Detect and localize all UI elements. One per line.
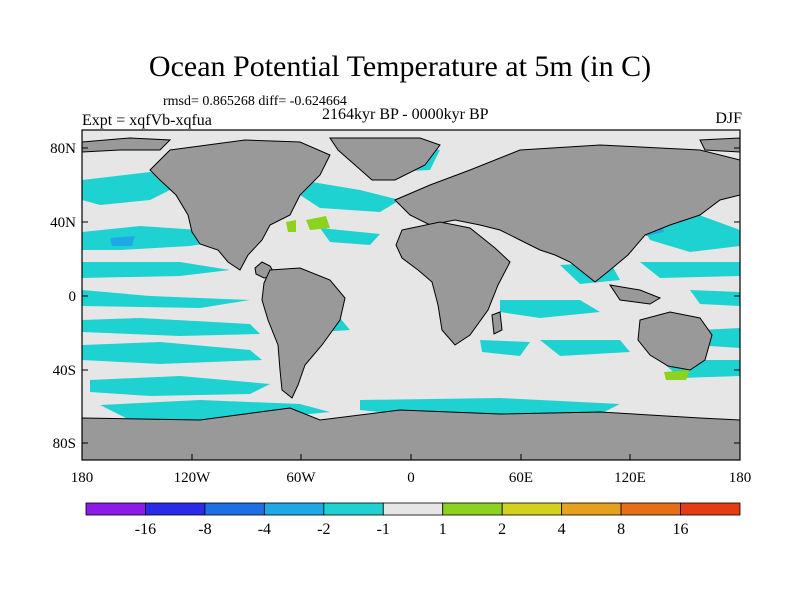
- anomaly-indian-1: [500, 300, 600, 318]
- anomaly-natl: [300, 180, 400, 212]
- south-america: [261, 267, 346, 399]
- colorbar-box: [561, 502, 622, 516]
- lat-label-40n: 40N: [50, 215, 76, 231]
- colorbar: -16 -8 -4 -2 -1 1 2 4 8 16: [85, 502, 741, 538]
- africa: [395, 221, 511, 346]
- colorbar-box: [85, 502, 146, 516]
- lon-label-0: 0: [407, 470, 415, 486]
- period-label: 2164kyr BP - 0000kyr BP: [322, 106, 489, 123]
- colorbar-box: [382, 502, 444, 516]
- colorbar-label: 16: [673, 521, 689, 538]
- colorbar-label: -16: [135, 521, 156, 538]
- arctic-east-siberia: [82, 137, 172, 153]
- colorbar-box: [145, 502, 206, 516]
- lon-label-60e: 60E: [509, 470, 533, 486]
- lat-label-80n: 80N: [50, 141, 76, 157]
- colorbar-label: 1: [439, 521, 447, 538]
- anomaly-wpac: [640, 262, 740, 278]
- colorbar-box: [323, 502, 384, 516]
- lon-label-180e: 180: [729, 470, 752, 486]
- experiment-label: Expt = xqfVb-xqfua: [82, 112, 212, 129]
- anomaly-indian-2: [540, 340, 630, 356]
- australia: [637, 311, 713, 371]
- lat-label-40s: 40S: [53, 363, 76, 379]
- stats-text: rmsd= 0.865268 diff= -0.624664: [163, 94, 347, 109]
- colorbar-label: -2: [317, 521, 330, 538]
- colorbar-label: -4: [258, 521, 271, 538]
- colorbar-label: -8: [198, 521, 211, 538]
- antarctica: [82, 407, 740, 460]
- anomaly-eq-pac: [82, 290, 250, 308]
- lon-label-120w: 120W: [174, 470, 212, 486]
- anomaly-spac-2: [82, 342, 262, 364]
- longitude-axis: 180 120W 60W 0 60E 120E 180: [71, 454, 752, 486]
- colorbar-box: [442, 502, 503, 516]
- eurasia: [394, 144, 740, 283]
- cooling-anomaly-regions: [82, 140, 740, 420]
- colorbar-label: 8: [617, 521, 625, 538]
- colorbar-box: [680, 502, 741, 516]
- colorbar-box: [263, 502, 325, 516]
- anomaly-mid-atl: [320, 228, 380, 245]
- arctic-siberia: [699, 137, 740, 153]
- colorbar-box: [620, 502, 681, 516]
- anomaly-wpac-south: [690, 290, 740, 306]
- season-label: DJF: [715, 110, 742, 127]
- anomaly-spac-1: [82, 318, 260, 336]
- maritime-continent: [608, 284, 662, 305]
- warming-south-aus: [664, 370, 690, 380]
- anomaly-madagascar: [480, 340, 530, 356]
- greenland: [329, 137, 441, 181]
- latitude-axis: 80N 40N 0 40S 80S: [50, 141, 740, 452]
- anomaly-spac-3: [90, 376, 270, 396]
- colorbar-labels: -16 -8 -4 -2 -1 1 2 4 8 16: [135, 521, 689, 538]
- map-title: Ocean Potential Temperature at 5m (in C): [148, 50, 652, 83]
- map-plot-area: [82, 130, 740, 460]
- anomaly-trop-pac-north: [82, 262, 230, 278]
- colorbar-box: [501, 502, 563, 516]
- colorbar-label: 2: [498, 521, 506, 538]
- anomaly-npac-west: [82, 172, 180, 205]
- lon-label-120e: 120E: [614, 470, 646, 486]
- warming-natl-2: [286, 220, 296, 232]
- lat-label-0: 0: [69, 289, 77, 305]
- land-masses: [82, 137, 740, 460]
- warming-natl-1: [306, 216, 330, 230]
- north-america: [149, 139, 331, 271]
- lon-label-180w: 180: [71, 470, 94, 486]
- madagascar: [491, 311, 503, 335]
- lon-label-60w: 60W: [286, 470, 316, 486]
- lat-label-80s: 80S: [53, 436, 76, 452]
- colorbar-label: -1: [377, 521, 390, 538]
- colorbar-boxes: [85, 502, 741, 516]
- colorbar-label: 4: [558, 521, 566, 538]
- colorbar-box: [204, 502, 265, 516]
- anomaly-npac-strong: [110, 236, 135, 246]
